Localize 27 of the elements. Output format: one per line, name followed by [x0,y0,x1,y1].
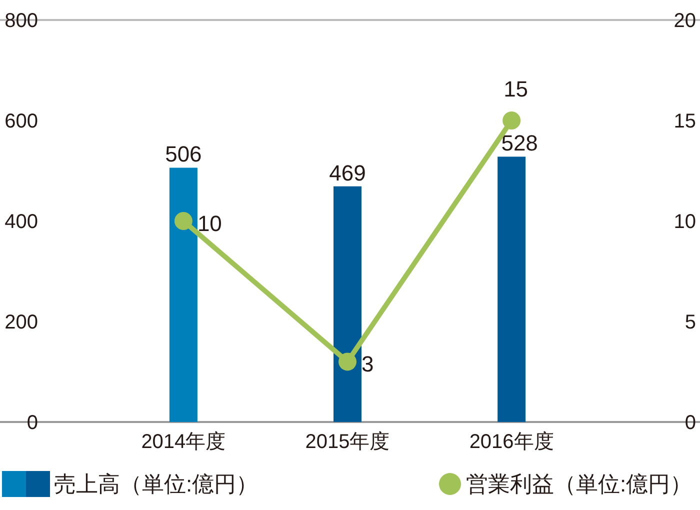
data-label: 469 [329,160,366,186]
y-tick-label: 200 [4,312,38,334]
point [502,112,521,130]
legend-label: 営業利益（単位:億円） [466,472,692,497]
y2-tick-label: 0 [684,412,696,434]
x-tick-label: 2015年度 [305,431,390,453]
x-tick-label: 2016年度 [469,431,554,453]
legend-label: 売上高（単位:億円） [54,472,258,497]
data-label: 506 [165,142,202,167]
data-label: 3 [362,352,374,377]
bar [334,186,362,422]
point [338,352,356,371]
y-tick-label: 0 [26,412,38,434]
bar [169,168,198,422]
data-label: 10 [197,211,222,236]
y-tick-label: 800 [4,10,38,32]
y2-tick-label: 5 [684,312,696,334]
y2-tick-label: 10 [674,211,696,233]
y2-tick-label: 15 [674,110,696,132]
bar [498,156,526,422]
data-label: 15 [504,76,528,102]
data-label: 528 [501,130,538,156]
y2-tick-label: 20 [674,10,696,32]
y-tick-label: 600 [4,110,38,132]
point [174,212,192,230]
y-tick-label: 400 [4,211,38,233]
x-tick-label: 2014年度 [141,431,226,453]
